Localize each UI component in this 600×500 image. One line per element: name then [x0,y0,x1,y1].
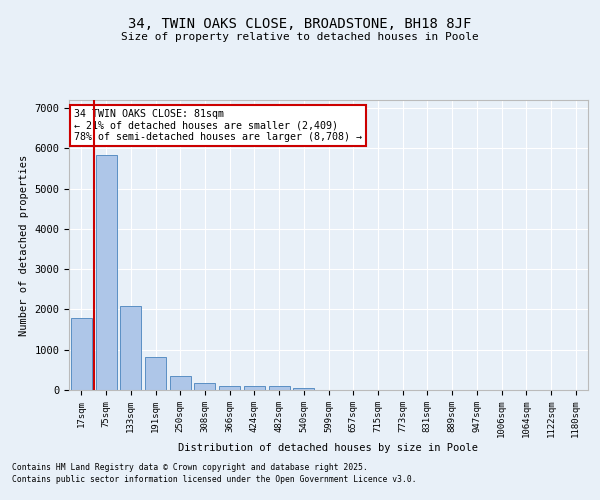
Bar [219,386,240,390]
Text: 34 TWIN OAKS CLOSE: 81sqm
← 21% of detached houses are smaller (2,409)
78% of se: 34 TWIN OAKS CLOSE: 81sqm ← 21% of detac… [74,108,362,142]
Bar [71,318,92,390]
Bar [244,386,265,390]
Bar [120,306,141,390]
X-axis label: Distribution of detached houses by size in Poole: Distribution of detached houses by size … [179,443,479,453]
Text: 34, TWIN OAKS CLOSE, BROADSTONE, BH18 8JF: 34, TWIN OAKS CLOSE, BROADSTONE, BH18 8J… [128,18,472,32]
Bar [269,386,290,390]
Bar [95,155,116,390]
Bar [145,358,166,390]
Text: Size of property relative to detached houses in Poole: Size of property relative to detached ho… [121,32,479,42]
Bar [194,382,215,390]
Text: Contains HM Land Registry data © Crown copyright and database right 2025.: Contains HM Land Registry data © Crown c… [12,464,368,472]
Y-axis label: Number of detached properties: Number of detached properties [19,154,29,336]
Text: Contains public sector information licensed under the Open Government Licence v3: Contains public sector information licen… [12,475,416,484]
Bar [293,388,314,390]
Bar [170,376,191,390]
